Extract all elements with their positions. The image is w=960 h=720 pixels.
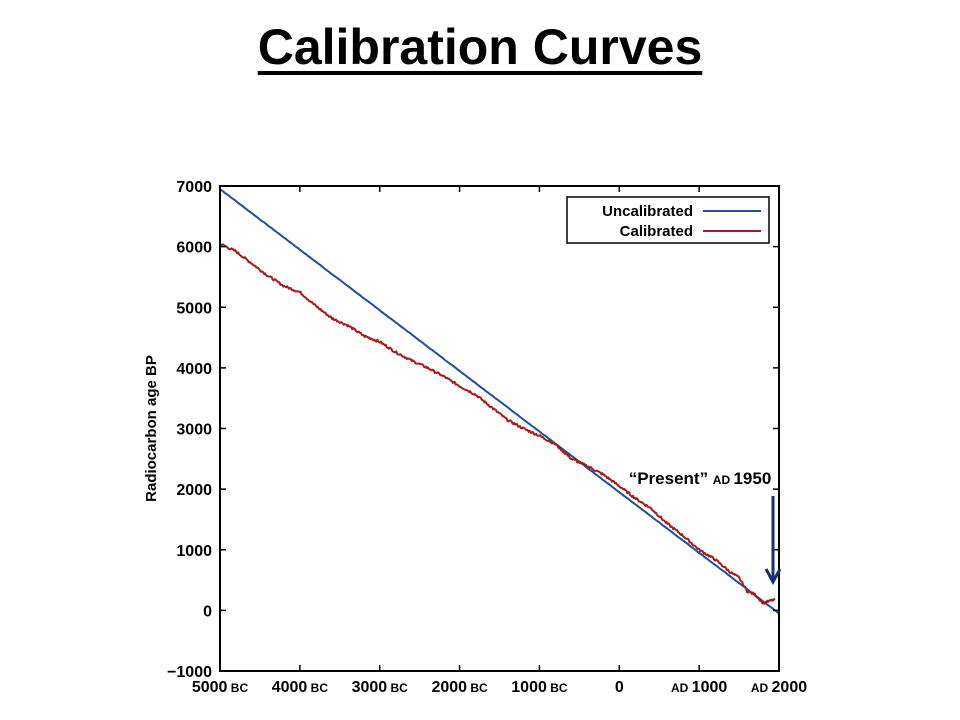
x-tick-label: 1000 BC xyxy=(511,679,568,696)
x-tick-label: AD 1000 xyxy=(671,679,727,696)
y-tick-label: 2000 xyxy=(176,482,212,499)
y-tick-label: 1000 xyxy=(176,543,212,560)
x-tick-label: 2000 BC xyxy=(431,679,488,696)
x-tick-label: AD 2000 xyxy=(751,679,807,696)
x-tick-label: 4000 BC xyxy=(272,679,329,696)
y-tick-label: 4000 xyxy=(176,361,212,378)
legend-label-calibrated: Calibrated xyxy=(620,223,693,240)
legend: Uncalibrated Calibrated xyxy=(566,196,770,244)
x-tick-label: 0 xyxy=(615,679,624,696)
slide-title: Calibration Curves xyxy=(257,19,703,75)
y-tick-label: −1000 xyxy=(167,664,212,681)
series-line-uncalibrated xyxy=(220,188,779,615)
y-tick-label: 6000 xyxy=(176,240,212,257)
series-line-calibrated xyxy=(220,242,776,605)
y-tick-label: 3000 xyxy=(176,422,212,439)
x-tick-label: 3000 BC xyxy=(352,679,409,696)
x-tick-label: 5000 BC xyxy=(192,679,249,696)
y-tick-label: 0 xyxy=(203,603,212,620)
legend-label-uncalibrated: Uncalibrated xyxy=(602,203,693,220)
present-annotation-text: “Present” AD 1950 xyxy=(629,469,772,488)
present-arrow-head xyxy=(764,568,782,586)
y-axis-label: Radiocarbon age BP xyxy=(143,355,160,502)
y-tick-label: 5000 xyxy=(176,300,212,317)
plot-frame xyxy=(219,185,780,672)
legend-box xyxy=(566,196,770,244)
y-tick-label: 7000 xyxy=(176,179,212,196)
